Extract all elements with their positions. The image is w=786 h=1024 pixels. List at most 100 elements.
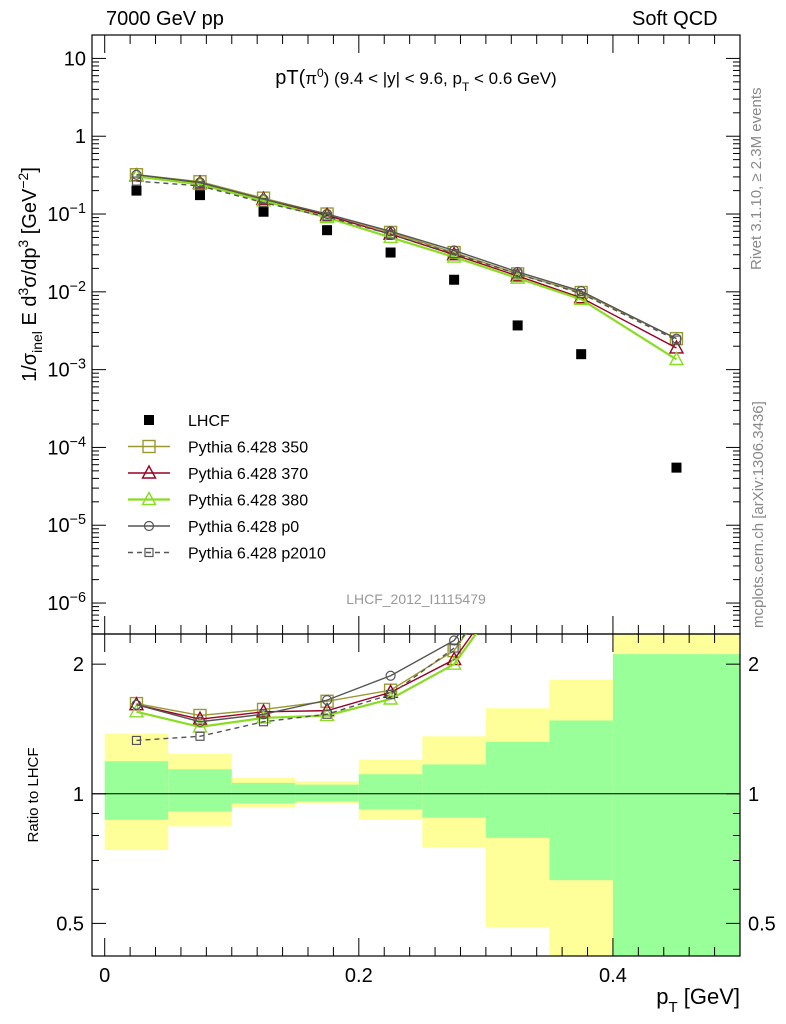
x-tick-label: 0 xyxy=(99,965,110,987)
mc-point xyxy=(322,212,332,222)
stat-uncertainty-band xyxy=(612,654,740,956)
legend-label: Pythia 6.428 370 xyxy=(188,466,308,483)
legend-label: Pythia 6.428 380 xyxy=(188,493,308,510)
series-line xyxy=(136,175,677,349)
data-point xyxy=(322,225,333,236)
plot-title: pT(π0) (9.4 < |y| < 9.6, pT < 0.6 GeV) xyxy=(275,66,556,94)
mc-point xyxy=(573,290,589,306)
mc-point xyxy=(131,735,142,746)
mc-point xyxy=(668,351,685,366)
series-line xyxy=(136,174,677,340)
ratio-series-4 xyxy=(131,634,466,746)
legend-label: LHCF xyxy=(188,413,230,430)
mc-point xyxy=(669,331,684,346)
legend-label: Pythia 6.428 p0 xyxy=(188,519,299,536)
ratio-y-tick-label: 0.5 xyxy=(56,913,84,935)
data-point xyxy=(195,190,205,201)
mc-point xyxy=(385,229,396,239)
mc-point xyxy=(141,464,157,479)
x-tick-label: 0.4 xyxy=(599,965,627,987)
series-line xyxy=(136,180,677,341)
ratio-y-tick-label: 2 xyxy=(73,654,84,676)
ratio-y-axis-label: Ratio to LHCF xyxy=(25,747,42,842)
main-y-tick-label: 10 xyxy=(64,48,86,70)
ratio-bands xyxy=(104,634,740,956)
main-y-tick-label: 10−6 xyxy=(47,590,86,615)
x-tick-label: 0.2 xyxy=(345,965,373,987)
mc-point xyxy=(258,198,269,208)
main-y-tick-label: 10−5 xyxy=(47,512,86,537)
ratio-line xyxy=(136,634,478,729)
ratio-y-ticks xyxy=(92,663,740,924)
ratio-y-tick-label-right: 1 xyxy=(748,784,759,806)
mc-point xyxy=(194,716,206,727)
mc-point xyxy=(449,248,459,259)
mc-point xyxy=(128,703,145,718)
analysis-watermark: LHCF_2012_I1115479 xyxy=(346,591,486,607)
mc-point xyxy=(131,176,142,186)
series-5 xyxy=(131,176,682,345)
mc-point xyxy=(385,670,396,681)
mc-point xyxy=(144,547,154,558)
series-3 xyxy=(128,167,685,366)
stat-uncertainty-band xyxy=(168,769,232,812)
rivet-label: Rivet 3.1.10, ≥ 2.3M events xyxy=(748,87,765,271)
stat-uncertainty-band xyxy=(422,764,486,818)
mc-point xyxy=(446,655,462,670)
series-line xyxy=(136,174,677,340)
ratio-y-tick-label-right: 2 xyxy=(748,654,759,676)
mc-point xyxy=(671,335,682,345)
ratio-y-tick-label: 1 xyxy=(73,784,84,806)
stat-uncertainty-band xyxy=(104,761,169,820)
mc-point xyxy=(131,169,142,180)
data-point xyxy=(258,206,269,217)
data-point xyxy=(131,185,142,196)
ratio-series-3 xyxy=(131,634,460,727)
mc-point xyxy=(382,228,399,244)
main-y-tick-label: 10−2 xyxy=(47,279,86,304)
stat-uncertainty-band xyxy=(485,741,550,838)
mcplots-label: mcplots.cern.ch [arXiv:1306.3436] xyxy=(750,401,767,628)
stat-uncertainty-band xyxy=(358,774,423,810)
mc-point xyxy=(513,269,523,279)
mc-point xyxy=(576,288,586,299)
ratio-plot-frame xyxy=(91,633,741,957)
series-2 xyxy=(128,167,685,354)
mc-point xyxy=(321,695,333,706)
data-point xyxy=(385,247,396,258)
legend-label: Pythia 6.428 350 xyxy=(188,440,308,457)
header-left: 7000 GeV pp xyxy=(106,8,224,30)
header-right: Soft QCD xyxy=(632,8,718,30)
mc-point xyxy=(449,635,460,646)
main-y-axis-label: 1/σinel E d3σ/dp3 [GeV−2] xyxy=(15,167,45,382)
main-y-tick-label: 10−4 xyxy=(47,434,86,459)
legend-label: Pythia 6.428 p2010 xyxy=(188,546,326,563)
stat-uncertainty-band xyxy=(295,784,359,802)
mc-point xyxy=(385,689,396,700)
ratio-line xyxy=(136,634,467,717)
mc-point xyxy=(449,643,459,653)
mc-point xyxy=(131,699,142,710)
main-plot-frame xyxy=(91,34,741,635)
main-y-tick-label: 10−1 xyxy=(47,201,86,226)
x-ticks xyxy=(104,35,741,956)
ratio-line xyxy=(136,634,460,723)
series-4 xyxy=(131,169,682,344)
data-point xyxy=(512,320,523,331)
mc-point xyxy=(322,709,332,719)
mc-point xyxy=(258,717,269,727)
series-0 xyxy=(131,185,682,473)
ratio-line xyxy=(136,634,466,742)
mc-point xyxy=(142,439,156,454)
main-y-ticks xyxy=(92,34,740,635)
mc-point xyxy=(195,181,205,191)
mc-point xyxy=(573,289,589,304)
main-y-tick-label: 10−3 xyxy=(47,357,86,382)
legend: LHCF Pythia 6.428 350 Pythia 6.428 370 Pyth… xyxy=(128,413,326,563)
mc-point xyxy=(143,520,155,532)
stat-uncertainty-band xyxy=(549,720,613,881)
data-point xyxy=(144,415,154,425)
series-line xyxy=(136,175,678,361)
main-y-tick-label: 1 xyxy=(75,126,86,148)
mc-point xyxy=(141,491,157,506)
